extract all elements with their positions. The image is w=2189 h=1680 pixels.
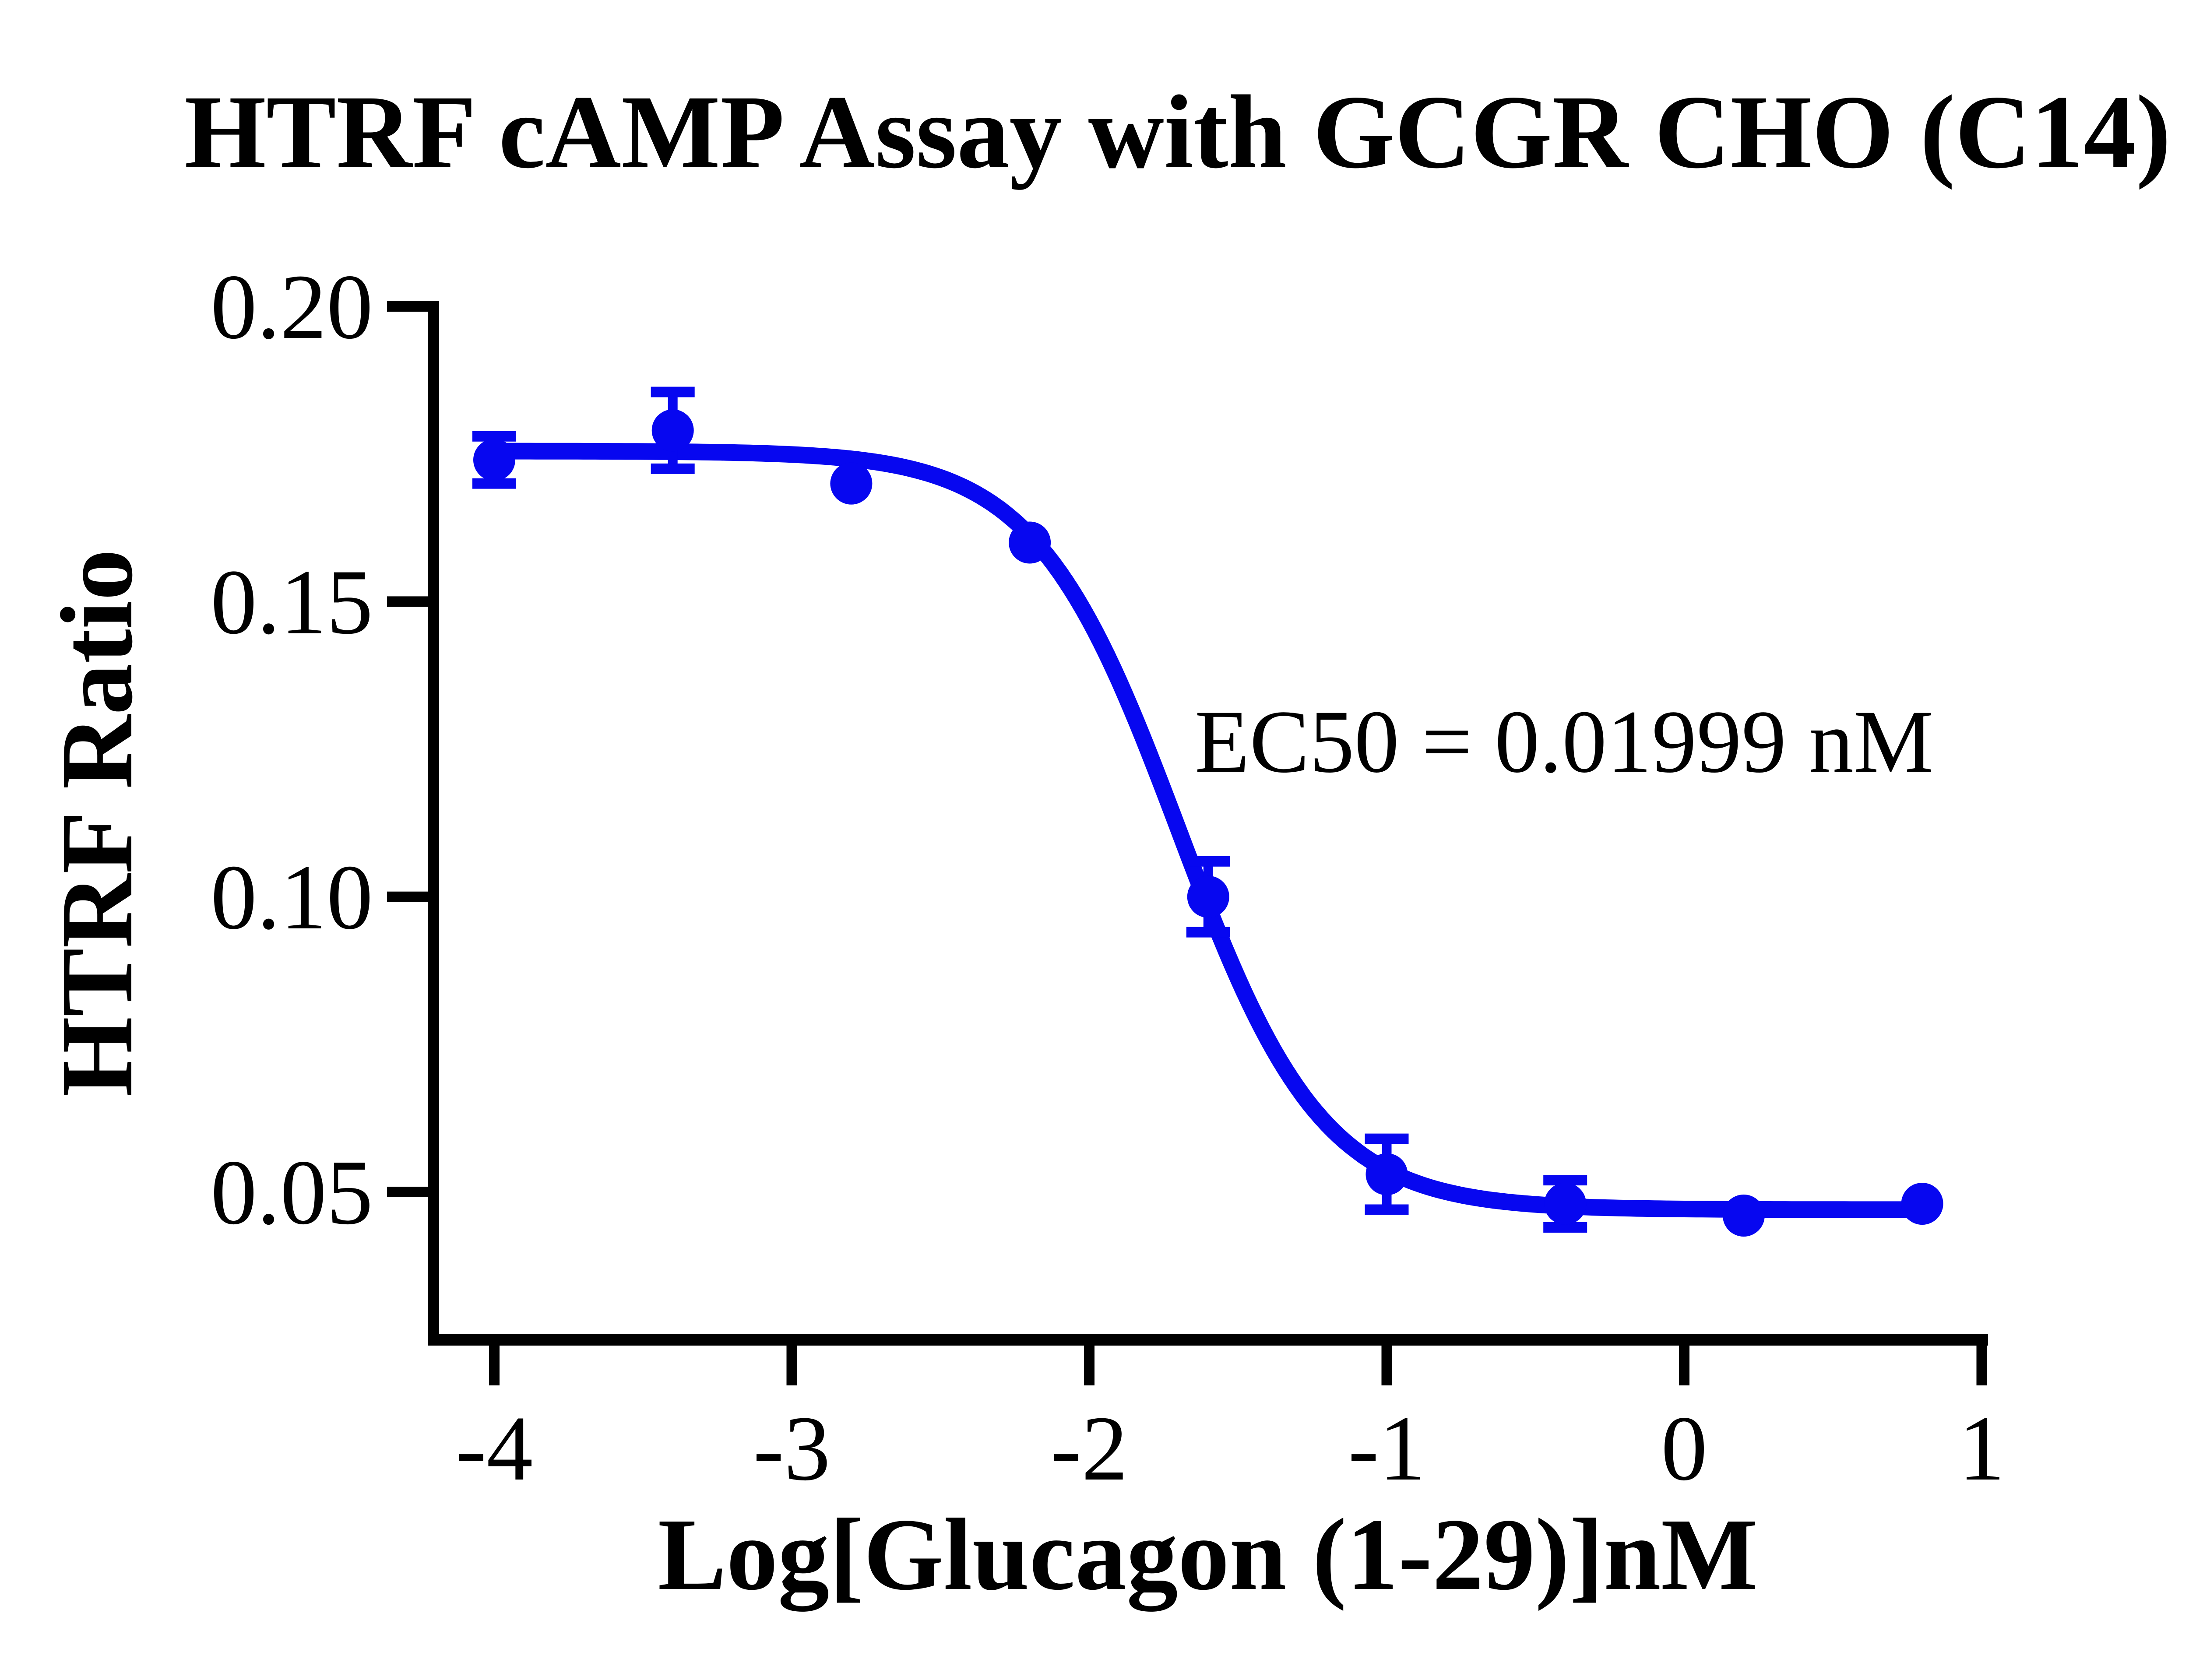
y-axis-ticks: 0.20 0.15 0.10 0.05 [211,255,428,1244]
data-point-marker [1901,1183,1943,1225]
data-point-marker [1365,1153,1408,1195]
ec50-annotation: EC50 = 0.01999 nM [1195,692,1933,791]
x-tick-label: -1 [1348,1397,1425,1500]
x-tick-label: -2 [1051,1397,1128,1500]
data-points [473,409,1943,1237]
x-tick-label: -4 [456,1397,533,1500]
data-point-marker [651,409,694,452]
y-tick-label: 0.05 [211,1141,373,1244]
y-axis-title: HTRF Ratio [40,549,154,1097]
x-tick-label: -3 [753,1397,831,1500]
x-axis-title: Log[Glucagon (1-29)]nM [658,1497,1758,1612]
x-tick-label: 1 [1959,1397,2005,1500]
data-point-marker [1009,521,1051,564]
fit-curve [486,443,1931,1218]
y-tick-label: 0.10 [211,846,373,949]
y-tick-label: 0.15 [211,550,373,653]
y-tick-label: 0.20 [211,255,373,358]
chart-title: HTRF cAMP Assay with GCGR CHO (C14) [184,74,2171,190]
data-point-marker [473,439,515,481]
data-point-marker [1187,875,1229,918]
x-axis-ticks: -4 -3 -2 -1 0 1 [456,1346,2005,1500]
data-point-marker [1544,1183,1587,1225]
error-bars [472,387,1587,1233]
data-point-marker [830,462,873,505]
x-tick-label: 0 [1661,1397,1707,1500]
data-point-marker [1722,1194,1765,1237]
